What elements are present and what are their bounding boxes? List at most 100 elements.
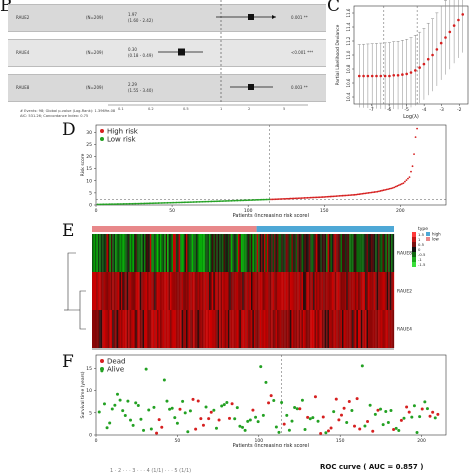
legend-label: high — [432, 232, 441, 237]
confidence-interval: (1.60 - 2.42) — [128, 18, 153, 23]
high-risk-point — [344, 194, 347, 197]
heatmap-cell — [200, 310, 202, 348]
heatmap-cell — [333, 234, 335, 272]
heatmap-cell — [359, 272, 361, 310]
low-risk-point — [225, 200, 228, 202]
heatmap-cell — [222, 272, 224, 310]
alive-point — [410, 415, 414, 419]
high-risk-point — [291, 197, 294, 200]
heatmap-cell — [274, 272, 276, 310]
heatmap-cell — [180, 234, 182, 272]
heatmap-cell — [307, 234, 309, 272]
alive-point — [360, 364, 364, 368]
heatmap-cell — [360, 234, 363, 272]
alive-point — [303, 427, 307, 431]
heatmap-cell — [271, 272, 273, 310]
heatmap-cell — [99, 272, 101, 310]
high-risk-point — [309, 196, 312, 199]
heatmap-cell — [242, 234, 244, 272]
scale-label: 0 — [418, 247, 421, 252]
heatmap-cell — [96, 310, 98, 348]
high-risk-point — [299, 197, 301, 200]
heatmap-cell — [331, 234, 334, 272]
heatmap-cell — [210, 272, 213, 310]
low-risk-point — [133, 202, 135, 205]
heatmap-cell — [149, 234, 152, 272]
alive-point — [259, 365, 263, 369]
heatmap-cell — [190, 272, 192, 310]
heatmap-cell — [133, 272, 136, 310]
heatmap-cell — [240, 272, 243, 310]
x-tick-label: 100 — [244, 208, 253, 214]
heatmap-cell — [356, 234, 359, 272]
heatmap-cell — [314, 272, 317, 310]
x-tick-label: 0 — [95, 208, 98, 214]
y-tick-label: 10 — [86, 178, 92, 184]
heatmap-cell — [281, 310, 283, 348]
heatmap-cell — [139, 234, 142, 272]
heatmap-cell — [213, 272, 215, 310]
heatmap-cell — [285, 310, 288, 348]
heatmap-cell — [248, 272, 250, 310]
legend-label: Alive — [107, 366, 124, 374]
dead-point — [191, 397, 195, 401]
heatmap-cell — [389, 310, 392, 348]
forest-row-1-marks — [216, 14, 276, 20]
dead-point — [337, 418, 341, 422]
heatmap-cell — [292, 272, 295, 310]
heatmap-cell — [341, 310, 344, 348]
heatmap-cell — [220, 272, 223, 310]
high-risk-point — [393, 186, 396, 189]
heatmap-cell — [354, 234, 357, 272]
heatmap-cell — [337, 234, 340, 272]
alive-point — [97, 410, 101, 414]
heatmap-cell — [139, 310, 142, 348]
high-risk-point — [362, 192, 365, 195]
heatmap-cell — [275, 234, 278, 272]
heatmap-cell — [168, 310, 171, 348]
heatmap-cell — [339, 272, 341, 310]
heatmap-cell — [365, 234, 367, 272]
heatmap-cell — [209, 272, 211, 310]
dead-point — [251, 408, 255, 412]
dead-point — [160, 425, 164, 429]
low-risk-point — [184, 201, 187, 204]
alive-point — [126, 399, 130, 403]
alive-point — [115, 392, 119, 396]
low-risk-point — [139, 202, 142, 205]
low-risk-point — [171, 201, 173, 204]
high-risk-point — [347, 194, 350, 197]
heatmap-cell — [171, 310, 174, 348]
heatmap-cell — [197, 234, 200, 272]
heatmap-cell — [352, 272, 354, 310]
heatmap-cell — [370, 234, 373, 272]
high-risk-point — [297, 197, 300, 200]
heatmap-cell — [357, 234, 360, 272]
alive-point — [402, 416, 406, 420]
heatmap-cell — [155, 310, 158, 348]
heatmap-cell — [341, 272, 344, 310]
legend-label: Low risk — [107, 136, 136, 144]
heatmap-cell — [259, 310, 262, 348]
high-risk-point — [332, 195, 335, 198]
heatmap-cell — [226, 310, 228, 348]
alive-point — [389, 409, 393, 413]
heatmap-cell — [300, 272, 302, 310]
high-risk-point — [365, 192, 368, 195]
heatmap-cell — [386, 234, 389, 272]
high-risk-point — [306, 196, 309, 199]
heatmap-cell — [155, 272, 158, 310]
cv-point — [379, 74, 383, 78]
high-risk-point — [408, 176, 411, 179]
heatmap-cell — [346, 234, 348, 272]
low-risk-point — [247, 199, 250, 202]
heatmap-cell — [204, 234, 207, 272]
low-risk-point — [218, 200, 221, 203]
heatmap-cell — [157, 234, 159, 272]
cv-point — [444, 36, 447, 39]
low-risk-point — [142, 202, 145, 205]
low-risk-point — [124, 203, 126, 205]
heatmap-cell — [354, 310, 357, 348]
heatmap-cell — [349, 272, 351, 310]
heatmap-cell — [207, 234, 210, 272]
